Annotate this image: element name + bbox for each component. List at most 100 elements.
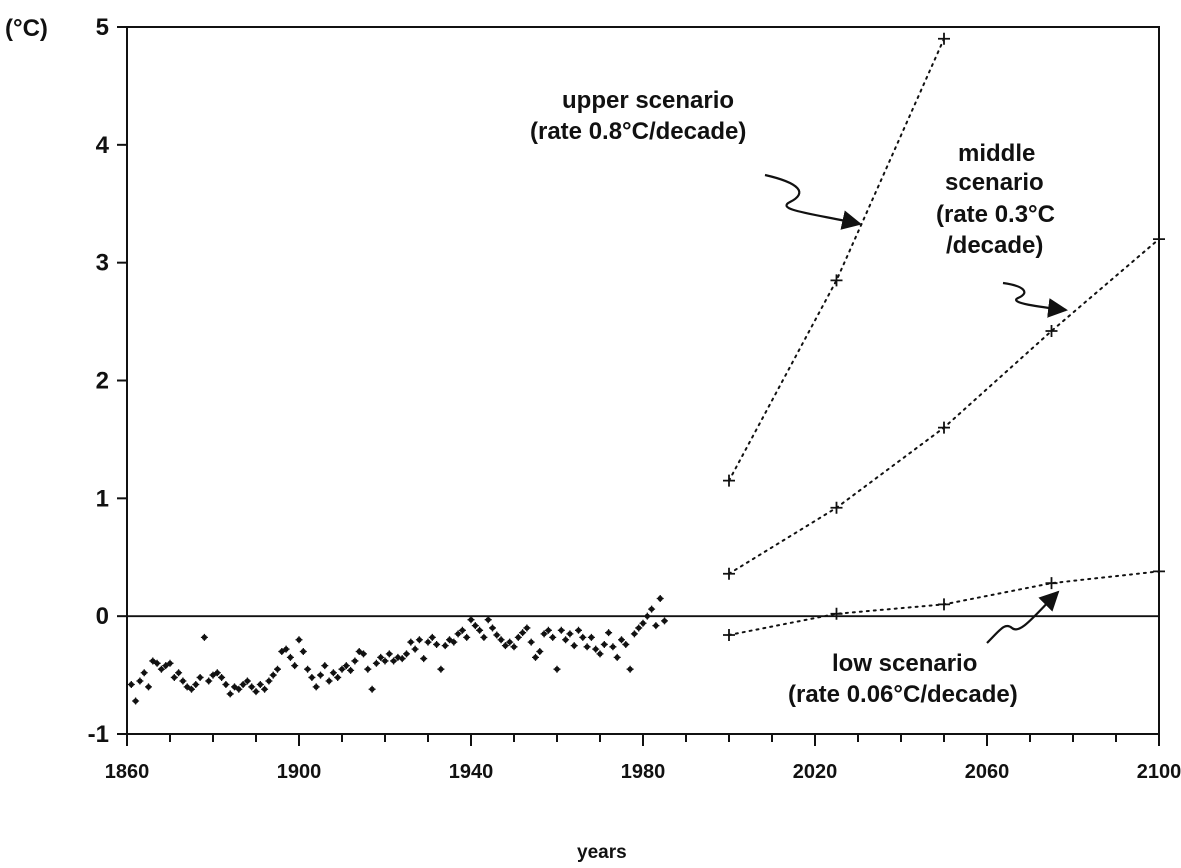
observed-point — [248, 683, 256, 691]
x-tick-label: 1900 — [277, 761, 322, 783]
observed-point — [312, 683, 320, 691]
observed-point — [605, 629, 613, 637]
observed-point — [166, 659, 174, 667]
observed-point — [127, 681, 135, 689]
observed-point — [583, 643, 591, 651]
observed-point — [278, 648, 286, 656]
observed-point — [231, 683, 238, 691]
observed-point — [338, 665, 346, 673]
observed-point — [274, 665, 281, 673]
observed-point — [635, 624, 643, 632]
observed-point — [441, 642, 449, 650]
observed-point — [428, 633, 436, 641]
observed-point — [317, 671, 324, 679]
x-axis-label: years — [577, 842, 627, 863]
observed-point — [613, 653, 621, 661]
annotation-upper: upper scenario (rate 0.8°C/decade) — [530, 87, 862, 230]
observed-point — [648, 605, 656, 613]
observed-point — [596, 650, 604, 658]
observed-point — [553, 665, 561, 673]
scenario-point — [1045, 325, 1058, 338]
observed-point — [299, 648, 307, 656]
observed-point — [355, 648, 363, 656]
observed-point — [540, 630, 548, 638]
observed-point — [626, 665, 634, 673]
observed-point — [501, 642, 509, 650]
x-tick-label: 1980 — [621, 761, 666, 783]
observed-point — [622, 640, 630, 648]
observed-point — [205, 677, 213, 685]
observed-point — [243, 677, 251, 685]
observed-point — [587, 633, 595, 641]
y-axis-label: (°C) — [5, 15, 48, 42]
observed-point — [188, 685, 195, 693]
observed-point — [609, 643, 617, 651]
scenario-line — [728, 37, 945, 482]
x-tick-label: 2100 — [1137, 761, 1181, 783]
observed-point — [467, 616, 475, 624]
observed-point — [157, 665, 165, 673]
observed-point — [407, 638, 415, 646]
observed-point — [656, 594, 664, 602]
observed-point — [562, 636, 570, 644]
observed-point — [192, 681, 200, 689]
scenario-point — [1153, 233, 1165, 246]
observed-point — [239, 681, 247, 689]
scenario-low — [723, 565, 1165, 642]
observed-point — [415, 636, 423, 644]
annotation-upper-line-2: (rate 0.8°C/decade) — [530, 118, 746, 145]
annotation-middle-line-3: (rate 0.3°C — [936, 201, 1055, 228]
observed-point — [446, 636, 453, 644]
observed-point — [368, 685, 376, 693]
observed-point — [256, 681, 264, 689]
y-tick-label: 4 — [96, 132, 110, 159]
annotation-upper-line-1: upper scenario — [562, 87, 734, 114]
x-axis-ticks: 1860 1900 1940 1980 2020 2060 2100 — [105, 734, 1181, 783]
observed-point — [390, 657, 398, 665]
observed-point — [140, 669, 148, 677]
annotation-middle-line-2: scenario — [945, 169, 1044, 196]
observed-point — [527, 638, 535, 646]
observed-point — [450, 638, 458, 646]
scenario-point — [723, 474, 735, 487]
observed-point — [398, 655, 406, 663]
observed-point — [364, 665, 372, 673]
observed-point — [381, 657, 389, 665]
scenario-point — [1045, 577, 1058, 590]
observed-point — [471, 622, 479, 630]
observed-point — [286, 653, 294, 661]
observed-point — [476, 626, 484, 634]
observed-point — [458, 626, 466, 634]
scenario-point — [938, 32, 950, 45]
observed-point — [411, 645, 419, 653]
observed-point — [519, 629, 527, 637]
observed-point — [351, 657, 359, 665]
observed-point — [377, 653, 385, 661]
observed-point — [420, 655, 428, 663]
scenario-point — [1153, 565, 1165, 578]
observed-point — [433, 640, 441, 648]
observed-point — [175, 669, 183, 677]
observed-point — [295, 636, 303, 644]
scenario-line — [728, 238, 1160, 575]
observed-series — [127, 594, 668, 705]
observed-point — [265, 677, 273, 685]
observed-point — [523, 624, 531, 632]
observed-point — [489, 624, 496, 632]
observed-point — [213, 669, 221, 677]
observed-point — [321, 662, 329, 670]
observed-point — [424, 638, 432, 646]
observed-point — [269, 671, 277, 679]
observed-point — [222, 681, 230, 689]
scenario-point — [938, 598, 950, 611]
observed-point — [209, 671, 217, 679]
observed-point — [347, 666, 355, 674]
observed-point — [463, 633, 471, 641]
scenario-point — [938, 421, 950, 434]
observed-point — [162, 662, 170, 670]
observed-point — [532, 653, 539, 661]
observed-point — [592, 645, 600, 653]
annotation-middle-line-4: /decade) — [946, 232, 1043, 259]
y-tick-label: 5 — [96, 14, 109, 41]
